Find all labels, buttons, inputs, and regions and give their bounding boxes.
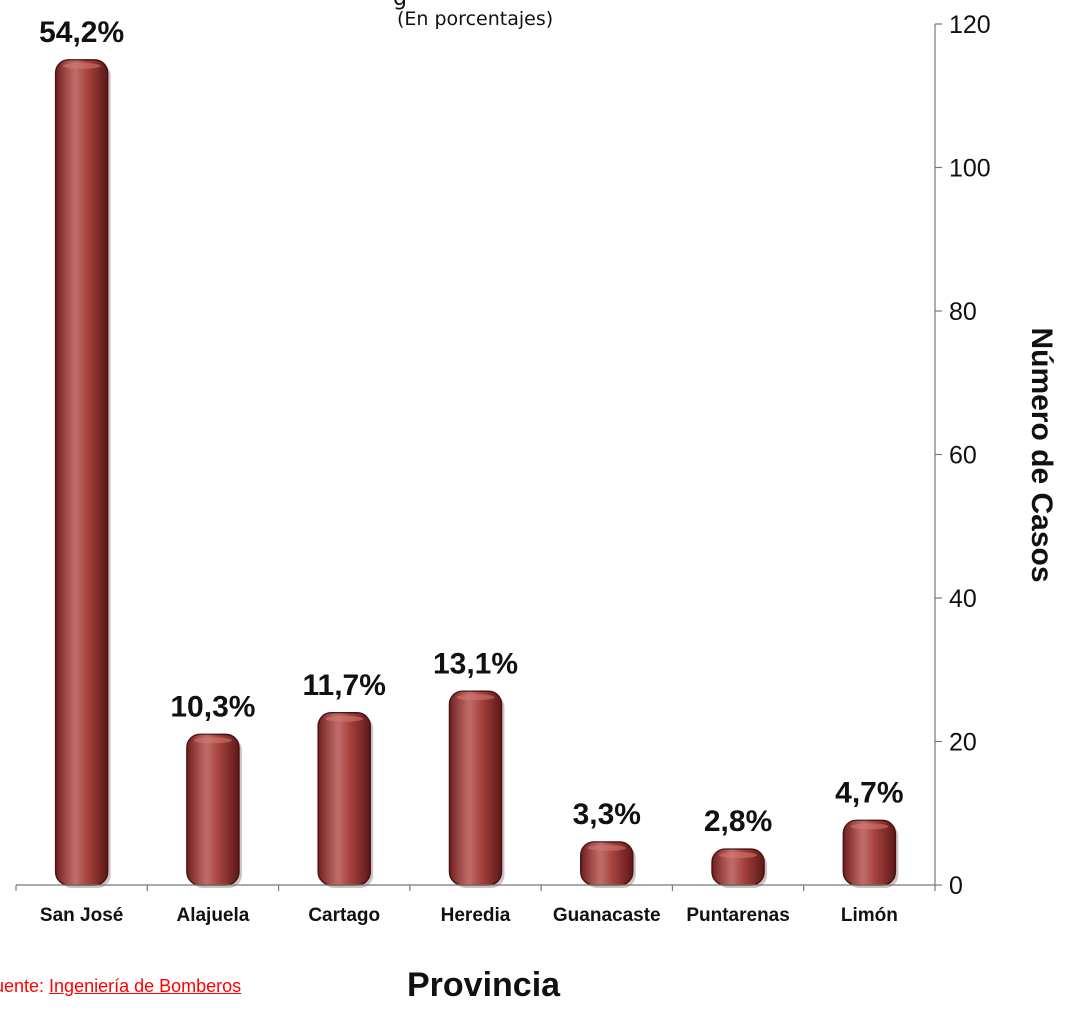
y-tick-label-60: 60 [949, 442, 977, 470]
bar-highlight [712, 849, 765, 885]
bar-highlight [186, 734, 239, 885]
x-tick-label-0: San José [40, 905, 123, 926]
bar-cap [62, 62, 101, 69]
bar-4 [580, 841, 636, 888]
source-prefix: uente: [0, 976, 45, 996]
y-tick-label-80: 80 [949, 298, 977, 326]
data-label-1: 10,3% [170, 690, 255, 723]
bar-3 [448, 690, 505, 888]
data-label-0: 54,2% [39, 16, 124, 49]
bar-6 [842, 819, 899, 888]
bar-cap [850, 823, 889, 830]
data-label-2: 11,7% [303, 669, 386, 702]
source-link: Ingeniería de Bomberos [49, 976, 242, 996]
x-axis-title: Provincia [407, 966, 561, 1004]
x-tick-label-1: Alajuela [176, 905, 249, 926]
x-tick-label-4: Guanacaste [553, 905, 661, 926]
axes-layer: San José Alajuela Cartago Heredia Guanacaste… [15, 11, 991, 926]
y-tick-label-40: 40 [949, 585, 977, 613]
data-label-6: 4,7% [835, 776, 903, 809]
bar-0 [54, 59, 111, 888]
bar-cap [587, 844, 626, 851]
bar-cap [325, 715, 364, 722]
bar-1 [186, 733, 242, 888]
bar-highlight [580, 841, 633, 885]
bar-highlight [449, 691, 502, 885]
chart-subtitle: (En porcentajes) [397, 8, 554, 30]
bars-layer [54, 59, 899, 888]
y-tick-label-20: 20 [949, 729, 977, 757]
bar-cap [456, 694, 495, 701]
data-label-3: 13,1% [433, 647, 518, 680]
bar-highlight [843, 820, 896, 885]
source-note: uente: Ingeniería de Bomberos [0, 976, 241, 997]
y-tick-label-0: 0 [949, 872, 963, 900]
data-label-4: 3,3% [573, 798, 641, 831]
bar-highlight [55, 59, 108, 885]
x-tick-label-5: Puntarenas [686, 905, 789, 926]
y-tick-label-120: 120 [949, 11, 991, 39]
data-label-5: 2,8% [704, 805, 772, 838]
y-axis-title: Número de Casos [1025, 327, 1058, 583]
bar-2 [317, 712, 374, 888]
x-tick-label-3: Heredia [441, 905, 511, 926]
bar-cap [193, 737, 232, 744]
bar-cap [719, 852, 758, 859]
x-tick-label-2: Cartago [308, 905, 380, 926]
bar-highlight [318, 712, 371, 885]
bar-5 [711, 848, 768, 888]
data-labels-layer: 54,2% 10,3% 11,7% 13,1% 3,3% 2,8% 4,7% [39, 16, 903, 838]
y-tick-label-100: 100 [949, 155, 991, 183]
chart-title-fragment: g [393, 0, 407, 11]
x-tick-label-6: Limón [841, 905, 898, 926]
